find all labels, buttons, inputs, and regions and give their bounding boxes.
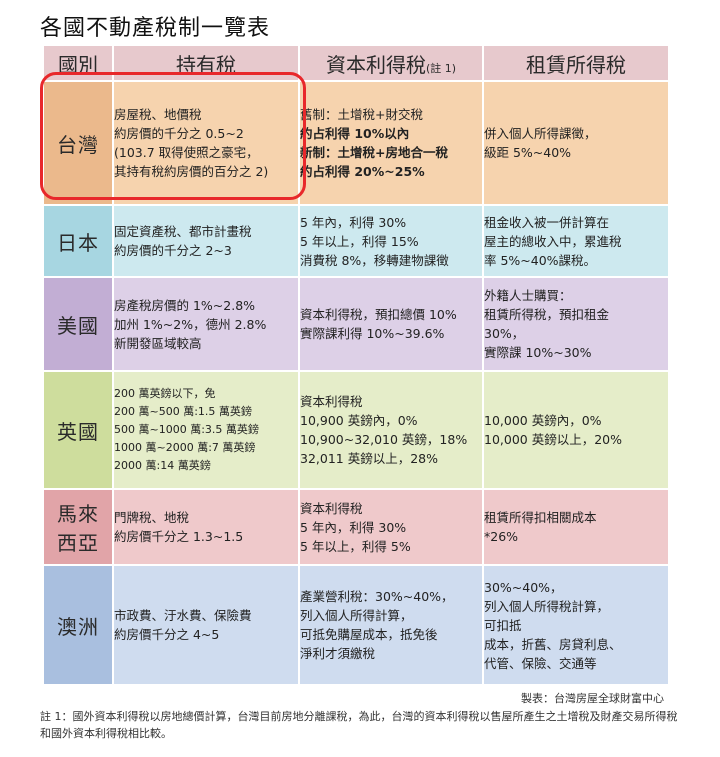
uk-rental-income-tax: 10,000 英鎊內，0% 10,000 英鎊以上，20% bbox=[482, 370, 670, 490]
header-capital-note: (註 1) bbox=[425, 61, 457, 75]
cell-line: 32,011 英鎊以上，28% bbox=[300, 451, 438, 466]
table-row-usa: 美國 房產稅房價的 1%~2.8% 加州 1%~2%，德州 2.8% 新開發區域… bbox=[42, 276, 670, 372]
cell-line: (103.7 取得使照之豪宅， bbox=[114, 145, 259, 160]
australia-capital-gains-tax: 產業營利稅：30%~40%， 列入個人所得計算， 可抵免購屋成本，抵免後 淨利才… bbox=[298, 564, 484, 686]
cell-line: 列入個人所得稅計算， bbox=[484, 598, 610, 614]
cell-line: 500 萬~1000 萬:3.5 萬英鎊 bbox=[114, 423, 259, 436]
country-japan: 日本 bbox=[42, 204, 114, 278]
cell-line: 10,000 英鎊以上，20% bbox=[484, 432, 622, 447]
cell-line: 租賃所得稅，預扣租金 bbox=[484, 307, 610, 322]
cell-line: 10,900 英鎊內，0% bbox=[300, 413, 418, 428]
cell-line: 資本利得稅 bbox=[300, 500, 363, 516]
australia-holding-tax: 市政費、汙水費、保險費 約房價千分之 4~5 bbox=[112, 564, 300, 686]
malaysia-rental-income-tax: 租賃所得扣相關成本 *26% bbox=[482, 488, 670, 566]
cell-line: 約房價的千分之 2~3 bbox=[114, 243, 232, 258]
cell-line: 5 年以上，利得 15% bbox=[300, 233, 419, 249]
cell-line: 列入個人所得計算， bbox=[300, 608, 413, 623]
table-credit: 製表：台灣房屋全球財富中心 bbox=[521, 692, 664, 705]
cell-line: 房屋稅、地價稅 bbox=[114, 107, 202, 122]
table-row-australia: 澳洲 市政費、汙水費、保險費 約房價千分之 4~5 產業營利稅：30%~40%，… bbox=[42, 564, 670, 686]
cell-line: 10,900~32,010 英鎊，18% bbox=[300, 432, 468, 447]
australia-rental-income-tax: 30%~40%， 列入個人所得稅計算， 可扣抵 成本，折舊、房貸利息、 代管、保… bbox=[482, 564, 670, 686]
country-uk: 英國 bbox=[42, 370, 114, 490]
cell-line: 5 年內，利得 30% bbox=[300, 214, 407, 230]
cell-line: 約房價千分之 1.3~1.5 bbox=[114, 529, 244, 544]
cell-line: 5 年以上，利得 5% bbox=[300, 538, 411, 554]
usa-rental-income-tax: 外籍人士購買： 租賃所得稅，預扣租金 30%， 實際課 10%~30% bbox=[482, 276, 670, 372]
cell-line: 2000 萬:14 萬英鎊 bbox=[114, 459, 211, 472]
cell-line: 產業營利稅：30%~40%， bbox=[300, 589, 454, 604]
cell-line: 可扣抵 bbox=[484, 617, 522, 633]
cell-line: 約占利得 10%以內 bbox=[300, 126, 410, 141]
table-row-japan: 日本 固定資產稅、都市計畫稅 約房價的千分之 2~3 5 年內，利得 30% 5… bbox=[42, 204, 670, 278]
cell-line: 新制：土增稅+房地合一稅 bbox=[300, 145, 448, 160]
usa-holding-tax: 房產稅房價的 1%~2.8% 加州 1%~2%，德州 2.8% 新開發區域較高 bbox=[112, 276, 300, 372]
header-capital-gains-tax: 資本利得稅(註 1) bbox=[298, 44, 484, 82]
table-row-uk: 英國 200 萬英鎊以下，免 200 萬~500 萬:1.5 萬英鎊 500 萬… bbox=[42, 370, 670, 490]
cell-line: 房產稅房價的 1%~2.8% bbox=[114, 297, 256, 313]
table-row-malaysia: 馬來 西亞 門牌稅、地稅 約房價千分之 1.3~1.5 資本利得稅 5 年內，利… bbox=[42, 488, 670, 566]
cell-line: 實際課利得 10%~39.6% bbox=[300, 326, 445, 341]
cell-line: 約占利得 20%~25% bbox=[300, 164, 425, 179]
country-malaysia: 馬來 西亞 bbox=[42, 488, 114, 566]
cell-line: 10,000 英鎊內，0% bbox=[484, 413, 602, 428]
cell-line: 可抵免購屋成本，抵免後 bbox=[300, 627, 438, 642]
japan-capital-gains-tax: 5 年內，利得 30% 5 年以上，利得 15% 消費稅 8%，移轉建物課徵 bbox=[298, 204, 484, 278]
cell-line: 淨利才須繳稅 bbox=[300, 646, 376, 661]
cell-line: 資本利得稅 bbox=[300, 394, 363, 409]
footnote: 註 1：國外資本利得稅以房地總價計算，台灣目前房地分離課稅，為此，台灣的資本利得… bbox=[40, 710, 678, 740]
cell-line: 新開發區域較高 bbox=[114, 335, 202, 351]
cell-line: 併入個人所得課徵， bbox=[484, 126, 597, 141]
cell-line: 200 萬~500 萬:1.5 萬英鎊 bbox=[114, 405, 252, 418]
country-taiwan: 台灣 bbox=[42, 80, 114, 206]
cell-line: 消費稅 8%，移轉建物課徵 bbox=[300, 252, 449, 268]
header-capital-label: 資本利得稅 bbox=[325, 52, 426, 77]
cell-line: 舊制：土增稅+財交稅 bbox=[300, 107, 423, 122]
cell-line: 租金收入被一併計算在 bbox=[484, 214, 610, 230]
uk-capital-gains-tax: 資本利得稅 10,900 英鎊內，0% 10,900~32,010 英鎊，18%… bbox=[298, 370, 484, 490]
cell-line: 5 年內，利得 30% bbox=[300, 519, 407, 535]
tax-comparison-table: 國別 持有稅 資本利得稅(註 1) 租賃所得稅 台灣 房屋稅、地價稅 約房價的千… bbox=[42, 44, 670, 686]
taiwan-holding-tax: 房屋稅、地價稅 約房價的千分之 0.5~2 (103.7 取得使照之豪宅， 其持… bbox=[112, 80, 300, 206]
cell-line: 30%， bbox=[484, 326, 525, 341]
cell-line: 1000 萬~2000 萬:7 萬英鎊 bbox=[114, 441, 256, 454]
table-header-row: 國別 持有稅 資本利得稅(註 1) 租賃所得稅 bbox=[42, 44, 670, 82]
country-malaysia-line1: 馬來 bbox=[57, 502, 99, 526]
cell-line: 30%~40%， bbox=[484, 579, 563, 595]
cell-line: 率 5%~40%課稅。 bbox=[484, 252, 597, 268]
cell-line: 固定資產稅、都市計畫稅 bbox=[114, 224, 252, 239]
cell-line: 代管、保險、交通等 bbox=[484, 655, 597, 671]
cell-line: 其持有稅約房價的百分之 2) bbox=[114, 164, 269, 179]
uk-holding-tax: 200 萬英鎊以下，免 200 萬~500 萬:1.5 萬英鎊 500 萬~10… bbox=[112, 370, 300, 490]
header-holding-tax: 持有稅 bbox=[112, 44, 300, 82]
header-rental-income-tax: 租賃所得稅 bbox=[482, 44, 670, 82]
cell-line: 門牌稅、地稅 bbox=[114, 510, 190, 525]
malaysia-holding-tax: 門牌稅、地稅 約房價千分之 1.3~1.5 bbox=[112, 488, 300, 566]
country-malaysia-line2: 西亞 bbox=[57, 531, 99, 555]
taiwan-capital-gains-tax: 舊制：土增稅+財交稅 約占利得 10%以內 新制：土增稅+房地合一稅 約占利得 … bbox=[298, 80, 484, 206]
usa-capital-gains-tax: 資本利得稅，預扣總價 10% 實際課利得 10%~39.6% bbox=[298, 276, 484, 372]
country-australia: 澳洲 bbox=[42, 564, 114, 686]
cell-line: 級距 5%~40% bbox=[484, 145, 572, 160]
country-usa: 美國 bbox=[42, 276, 114, 372]
table-row-taiwan: 台灣 房屋稅、地價稅 約房價的千分之 0.5~2 (103.7 取得使照之豪宅，… bbox=[42, 80, 670, 206]
cell-line: 市政費、汙水費、保險費 bbox=[114, 608, 252, 623]
cell-line: 租賃所得扣相關成本 bbox=[484, 510, 597, 525]
cell-line: 實際課 10%~30% bbox=[484, 345, 592, 360]
japan-rental-income-tax: 租金收入被一併計算在 屋主的總收入中，累進稅 率 5%~40%課稅。 bbox=[482, 204, 670, 278]
cell-line: 成本，折舊、房貸利息、 bbox=[484, 636, 622, 652]
cell-line: 屋主的總收入中，累進稅 bbox=[484, 233, 622, 249]
taiwan-rental-income-tax: 併入個人所得課徵， 級距 5%~40% bbox=[482, 80, 670, 206]
page-title: 各國不動產稅制一覽表 bbox=[40, 16, 271, 41]
cell-line: 200 萬英鎊以下，免 bbox=[114, 387, 216, 400]
cell-line: 外籍人士購買： bbox=[484, 288, 572, 303]
cell-line: 資本利得稅，預扣總價 10% bbox=[300, 307, 457, 322]
japan-holding-tax: 固定資產稅、都市計畫稅 約房價的千分之 2~3 bbox=[112, 204, 300, 278]
malaysia-capital-gains-tax: 資本利得稅 5 年內，利得 30% 5 年以上，利得 5% bbox=[298, 488, 484, 566]
header-country: 國別 bbox=[42, 44, 114, 82]
cell-line: 約房價的千分之 0.5~2 bbox=[114, 126, 244, 141]
cell-line: 約房價千分之 4~5 bbox=[114, 627, 220, 642]
cell-line: *26% bbox=[484, 529, 519, 544]
cell-line: 加州 1%~2%，德州 2.8% bbox=[114, 316, 267, 332]
